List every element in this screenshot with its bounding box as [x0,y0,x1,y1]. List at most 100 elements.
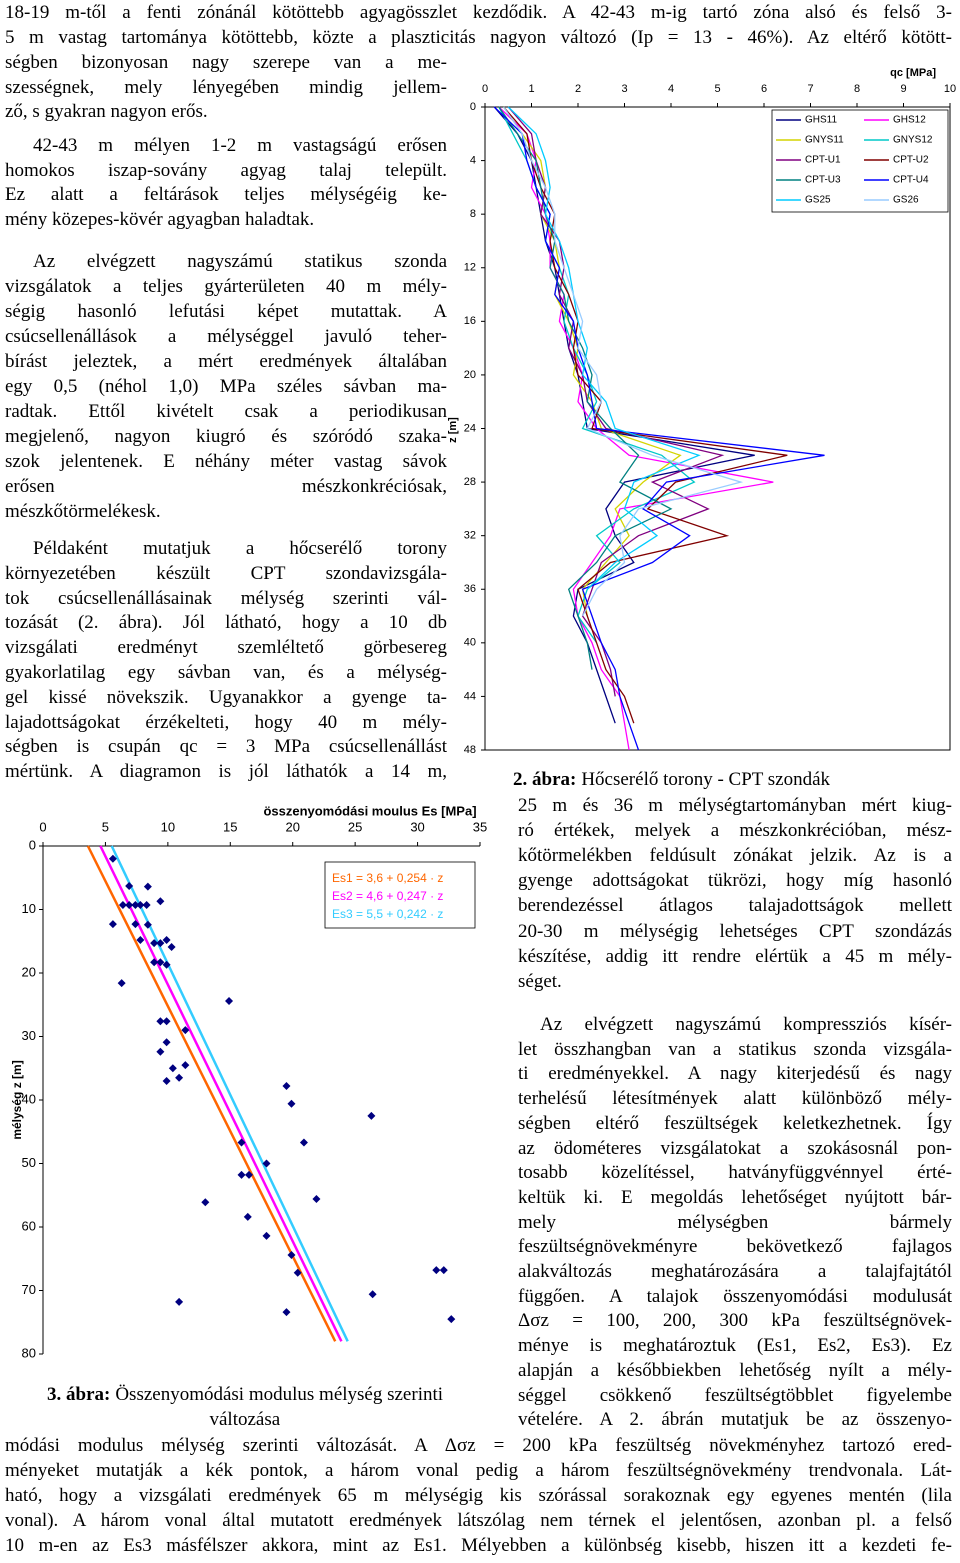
scatter-point [287,1099,296,1108]
text-line: 25 m és 36 m mélységtartományban mért ki… [518,795,952,816]
x-tick-label: 10 [944,83,956,95]
scatter-point [245,1170,254,1179]
y-tick-label: 16 [464,315,476,327]
text-line: ti eredményekkel. A nagy kiterjedésű és … [518,1063,952,1085]
series-line [503,106,788,724]
scatter-point [136,901,145,910]
scatter-point [262,1231,271,1240]
text-line: alakváltozás meghatározására a talajfajt… [518,1261,952,1282]
y-tick-label: 28 [464,476,476,488]
x-tick-label: 9 [900,83,906,95]
x-tick-label: 30 [410,819,424,834]
text-line: Példaként mutatjuk a hőcserélő torony [33,538,447,559]
scatter-point [262,1159,271,1168]
text-line: gyenge adottságokat tükrözi, hogy míg ha… [518,870,952,892]
y-axis-title: mélység z [m] [10,1060,24,1139]
scatter-point [162,1038,171,1047]
text-line: mértünk. A diagramon is jól láthatók a 1… [5,761,447,783]
scatter-point [156,958,165,967]
x-tick-label: 0 [39,819,46,834]
y-tick-label: 40 [22,1091,36,1106]
y-tick-label: 80 [22,1345,36,1360]
legend-label: CPT-U2 [893,155,929,166]
text-line: 5 m vastag tartománya kötöttebb, közte a… [5,26,952,48]
x-tick-label: 25 [348,819,362,834]
y-tick-label: 36 [464,583,476,595]
text-line: függően. A talajok összenyomódási modulu… [518,1285,952,1307]
text-line: mely mélységben bármely [518,1211,952,1233]
scatter-point [237,1170,246,1179]
text-line: Δσz = 100, 200, 300 kPa feszültségnövek- [518,1310,952,1332]
scatter-point [282,1082,291,1091]
scatter-point [131,901,140,910]
series-line [493,106,755,724]
text-line: vonal). A három vonal által mutatott ere… [5,1510,952,1531]
legend-label: Es2 = 4,6 + 0,247 · z [332,889,443,903]
text-line: lajadottságokat érzékelteti, hogy 40 m m… [5,711,447,733]
scatter-point [108,920,117,929]
legend-label: GNYS12 [893,135,933,146]
text-line: ző, s gyakran nagyon erős. [5,101,208,123]
scatter-point [243,1212,252,1221]
scatter-point [162,1017,171,1026]
legend [324,861,476,929]
text-line: gyakorlatilag egy sávban van, és a mélys… [5,662,447,683]
text-line: környezetében készült CPT szondavizsgála… [5,562,447,584]
legend-label: GS26 [893,195,919,206]
text-line: 20-30 m mélységig lehetséges CPT szondáz… [518,920,952,942]
text-line: mény közepes-kövér agyagban haladtak. [5,209,315,231]
legend-label: GNYS11 [805,135,844,146]
scatter-point [201,1198,210,1207]
scatter-point [432,1266,441,1275]
text-line: megjelenő, nagyon kiugró és szóródó szak… [5,426,447,447]
legend-label: GHS12 [893,115,926,126]
text-line: 18-19 m-től a fenti zónánál kötöttebb ag… [5,2,952,23]
y-tick-label: 12 [464,262,476,274]
legend-label: Es3 = 5,5 + 0,242 · z [332,907,443,921]
x-tick-label: 5 [714,83,720,95]
plot-area [484,106,951,751]
text-line: ró értékek, melyek a mészkonkrécióban, m… [518,820,952,842]
series-line [503,106,744,617]
scatter-point [168,1064,177,1073]
text-line: ségben eltérő feszültségek keletkezhetne… [518,1112,952,1134]
text-line: szok jelentenek. E néhány méter vastag s… [5,451,447,472]
legend [771,109,949,213]
scatter-point [299,1138,308,1147]
text-line: vételére. A 2. ábrán mutatjuk be az össz… [518,1409,952,1431]
text-line: ményeket mutatják a kék pontok, a három … [5,1460,952,1481]
x-axis-title: összenyomódási moulus Es [MPa] [263,803,476,818]
text-line: bírást jeleztek, a mért eredmények által… [5,351,447,372]
scatter-point [150,939,159,948]
caption: 3. ábra: Összenyomódási modulus mélység s… [47,1383,443,1407]
y-tick-label: 50 [22,1155,36,1170]
scatter-point [162,960,171,969]
scatter-point [156,897,165,906]
legend-label: CPT-U1 [805,155,841,166]
scatter-point [225,996,234,1005]
text-line: egy 0,5 (néhol 1,0) MPa széles sávban ma… [5,376,447,397]
scatter-point [167,942,176,951]
caption-label: 3. ábra: [47,1384,111,1405]
series-line [493,106,825,751]
y-tick-label: 0 [470,101,476,113]
text-line: ségben bizonyosan nagy szerepe van a me- [5,52,447,73]
y-axis-title: z [m] [447,417,459,443]
text-line: módási modulus mélység szerinti változás… [5,1435,952,1456]
legend-label: CPT-U3 [805,175,841,186]
y-tick-label: 0 [29,837,36,852]
text-line: alapján a későbbiekben lehetőség nyílt a… [518,1359,952,1381]
scatter-point [156,1017,165,1026]
text-line: séggel csökkenő feszültségtöbblet figyel… [518,1384,952,1406]
y-tick-label: 4 [470,154,476,166]
scatter-point [142,901,151,910]
x-tick-label: 4 [668,83,674,95]
legend-label: Es1 = 3,6 + 0,254 · z [332,871,443,885]
text-line: erősen mészkonkréciósak, [5,476,447,497]
scatter-point [181,1061,190,1070]
scatter-point [162,1076,171,1085]
scatter-point [282,1308,291,1317]
text-line: ható, hogy a vizsgálati eredmények 65 m … [5,1485,952,1506]
text-line: gel kissé növekszik. Ugyanakkor a gyenge… [5,686,447,708]
